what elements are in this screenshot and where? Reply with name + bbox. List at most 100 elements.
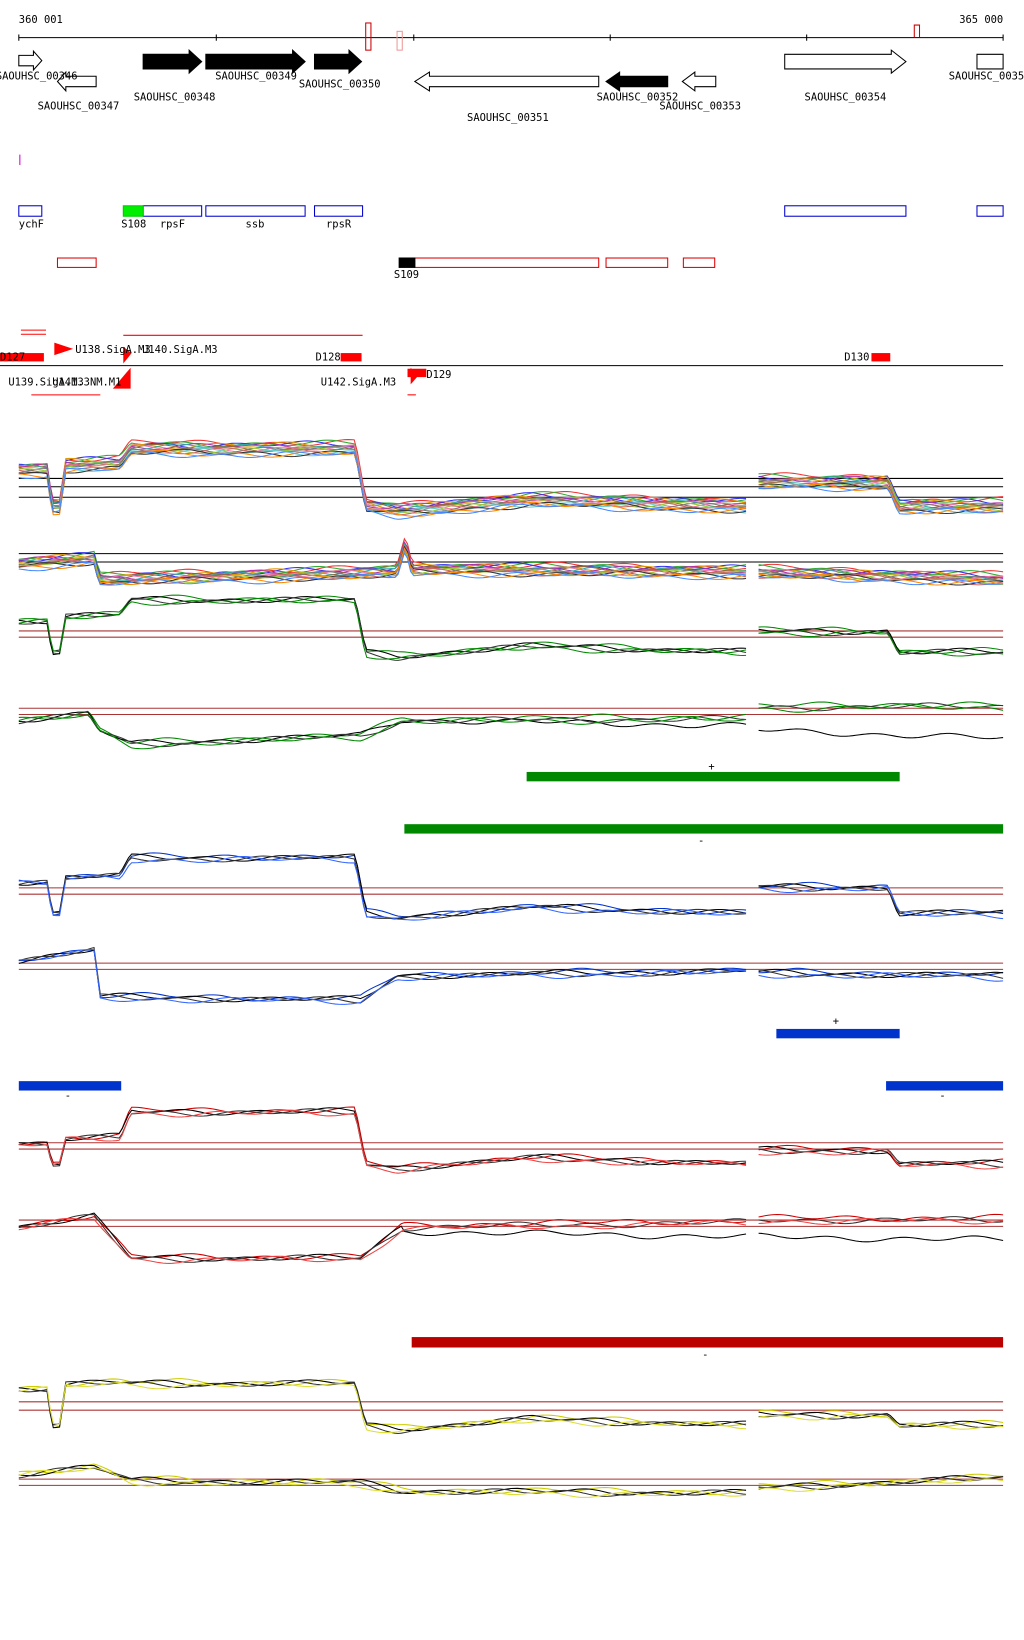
feature-label: ychF xyxy=(19,219,44,231)
expression-traces xyxy=(18,439,1004,1498)
signal-label: U141.3NM.M1 xyxy=(52,376,121,388)
axis-ticks xyxy=(18,34,1004,41)
trace xyxy=(18,1464,747,1496)
gene-arrows xyxy=(18,48,1004,93)
strand-label: - xyxy=(65,1090,71,1102)
trace xyxy=(758,1475,1004,1489)
trace xyxy=(18,543,747,582)
trace xyxy=(758,970,1004,979)
signal-track xyxy=(0,329,1004,396)
trace xyxy=(18,714,747,750)
trace xyxy=(18,949,747,1005)
trace xyxy=(18,442,747,509)
signal-label: D127 xyxy=(0,351,25,363)
trace xyxy=(758,1478,1004,1492)
trace xyxy=(18,1380,747,1435)
gene-label: SAOUHSC_00351 xyxy=(467,112,549,124)
trace xyxy=(18,1216,747,1261)
trace xyxy=(18,1214,747,1263)
trace xyxy=(18,1467,747,1498)
gene-label: SAOUHSC_00347 xyxy=(38,101,120,113)
feature-boxes xyxy=(18,205,1004,217)
strand-label: - xyxy=(702,1349,708,1361)
trace xyxy=(18,1380,747,1434)
trace xyxy=(758,881,1004,916)
trace xyxy=(758,477,1004,510)
gene-label: SAOUHSC_00346 xyxy=(0,70,78,82)
trace xyxy=(758,629,1004,655)
trace xyxy=(758,1216,1004,1225)
trace xyxy=(758,1232,1004,1243)
trace xyxy=(18,1106,747,1168)
trace xyxy=(758,728,1004,740)
trace xyxy=(18,1378,747,1429)
trace xyxy=(18,854,747,919)
trace xyxy=(18,448,747,514)
trace xyxy=(18,853,747,920)
trace xyxy=(758,1148,1004,1170)
feature-boxes-red xyxy=(56,257,716,268)
trace xyxy=(758,701,1004,709)
trace xyxy=(758,883,1004,917)
signal-label: U139.SigA.M3 xyxy=(8,376,83,388)
trace xyxy=(758,972,1004,982)
trace xyxy=(758,482,1004,515)
axis-label: 365 000 xyxy=(959,14,1003,26)
trace xyxy=(758,568,1004,581)
signal-label: D128 xyxy=(316,351,341,363)
axis-label: 360 001 xyxy=(19,14,63,26)
trace xyxy=(758,573,1004,585)
strand-label: - xyxy=(698,835,704,847)
trace xyxy=(758,1217,1004,1225)
trace xyxy=(18,1212,747,1262)
feature-label: ssb xyxy=(246,219,265,231)
trace xyxy=(18,597,747,660)
feature-label: S109 xyxy=(394,269,419,281)
trace xyxy=(18,547,747,585)
signal-label: D130 xyxy=(844,351,869,363)
gene-label: SAOUHSC_00354 xyxy=(805,91,887,103)
trace xyxy=(758,472,1004,505)
strand-label: + xyxy=(708,761,714,773)
trace xyxy=(758,1144,1004,1167)
strand-label: - xyxy=(939,1090,945,1102)
trace xyxy=(18,451,747,520)
trace xyxy=(18,441,747,511)
signal-label: U142.SigA.M3 xyxy=(321,376,396,388)
trace xyxy=(18,1217,747,1264)
strand-label: + xyxy=(833,1016,839,1028)
axis-markers xyxy=(365,22,921,51)
trace xyxy=(758,1213,1004,1223)
trace xyxy=(758,1413,1004,1429)
trace xyxy=(18,1107,747,1169)
signal-label: U140.SigA.M3 xyxy=(142,344,217,356)
gene-label: SAOUHSC_00348 xyxy=(134,91,216,103)
trace xyxy=(18,1109,747,1174)
trace xyxy=(18,449,747,517)
trace xyxy=(758,485,1004,515)
signal-label: U138.SigA.M3 xyxy=(75,344,150,356)
trace xyxy=(18,711,747,745)
trace xyxy=(758,1476,1004,1490)
signal-label: D129 xyxy=(426,369,451,381)
trace xyxy=(758,1413,1004,1430)
trace xyxy=(18,710,747,745)
gene-label: SAOUHSC_00355 xyxy=(949,70,1024,82)
trace xyxy=(758,573,1004,586)
trace xyxy=(758,702,1004,712)
trace xyxy=(758,574,1004,586)
gene-label: SAOUHSC_00352 xyxy=(597,91,679,103)
trace xyxy=(18,594,747,656)
trace xyxy=(758,481,1004,514)
trace xyxy=(758,630,1004,657)
feature-label: rpsF xyxy=(160,219,185,231)
trace xyxy=(758,703,1004,713)
feature-label: S108 xyxy=(121,219,146,231)
trace xyxy=(758,628,1004,655)
trace xyxy=(18,596,747,661)
trace xyxy=(758,885,1004,920)
trace xyxy=(758,1148,1004,1168)
gene-label: SAOUHSC_00353 xyxy=(659,101,741,113)
feature-label: rpsR xyxy=(326,219,352,231)
